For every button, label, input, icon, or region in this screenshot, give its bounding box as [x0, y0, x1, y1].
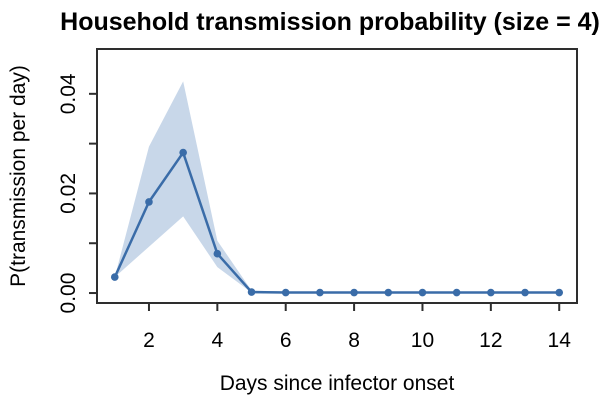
y-tick-label: 0.04	[57, 73, 80, 114]
data-point-day-3	[179, 148, 187, 157]
data-point-day-10	[418, 288, 427, 297]
mean-line	[113, 151, 561, 294]
y-axis-title: P(transmission per day)	[7, 65, 30, 287]
x-tick-label: 10	[411, 329, 434, 352]
chart-title: Household transmission probability (size…	[60, 8, 600, 36]
data-point-day-11	[452, 288, 461, 297]
data-point-day-12	[487, 288, 495, 297]
data-point-day-13	[521, 288, 529, 297]
x-tick-label: 4	[211, 329, 223, 352]
x-tick-label: 8	[348, 329, 360, 352]
y-tick-label: 0.00	[57, 273, 80, 314]
data-point-day-2	[145, 198, 153, 206]
data-point-day-4	[213, 249, 222, 258]
data-point-day-9	[384, 288, 393, 297]
data-point-day-7	[316, 288, 324, 297]
plot-frame	[96, 48, 578, 304]
x-tick-label: 6	[280, 329, 292, 352]
y-tick-label: 0.02	[57, 173, 80, 214]
confidence-band	[114, 81, 560, 294]
data-point-day-14	[555, 288, 564, 297]
data-point-day-6	[281, 288, 290, 297]
plot-area: 2 4 6 8 10 12 14 0.00 0.02 0.04	[57, 48, 578, 352]
data-point-day-8	[350, 288, 358, 297]
data-point-day-5	[247, 288, 256, 296]
x-tick-label: 12	[479, 329, 502, 352]
x-axis-title: Days since infector onset	[220, 372, 455, 395]
x-tick-label: 14	[548, 329, 572, 352]
data-point-day-1	[110, 273, 119, 281]
x-tick-label: 2	[143, 329, 155, 352]
